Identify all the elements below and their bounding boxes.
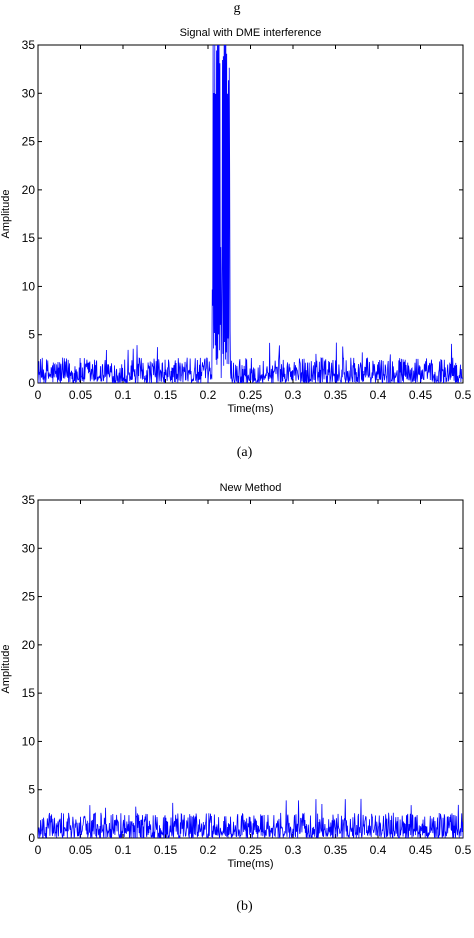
y-tick-label: 5 (28, 783, 35, 797)
x-tick-label: 0.2 (200, 388, 217, 402)
plot-area (37, 44, 464, 384)
x-tick-label: 0 (35, 843, 42, 857)
x-axis-label: Time(ms) (227, 403, 273, 415)
y-tick-label: 25 (22, 590, 36, 604)
y-tick-label: 15 (22, 686, 36, 700)
signal-series-line (38, 798, 463, 838)
chart-panel-b: New Method 0 0.05 0.1 0.15 0.2 0.25 0.3 0.35 0.4 0… (0, 482, 472, 914)
x-tick-label: 0.35 (324, 843, 348, 857)
chart-title: Signal with DME interference (180, 27, 322, 39)
x-tick-label: 0.25 (239, 388, 263, 402)
x-tick-label: 0.5 (455, 843, 472, 857)
y-tick-label: 20 (22, 638, 36, 652)
x-tick-label: 0.45 (409, 388, 433, 402)
y-tick-label: 35 (22, 38, 36, 52)
y-tick-label: 5 (28, 328, 35, 342)
y-tick-label: 0 (28, 376, 35, 390)
y-axis-label: Amplitude (0, 190, 12, 239)
panel-caption: (a) (237, 445, 253, 460)
x-tick-label: 0.05 (69, 388, 93, 402)
x-tick-label: 0.35 (324, 388, 348, 402)
x-tick-label: 0.15 (154, 388, 178, 402)
chart-title: New Method (220, 482, 282, 494)
y-tick-label: 25 (22, 135, 36, 149)
signal-series-line (38, 45, 463, 383)
panel-caption: (b) (236, 899, 253, 914)
x-axis-label: Time(ms) (227, 858, 273, 870)
x-tick-label: 0.1 (115, 843, 132, 857)
x-tick-label: 0.3 (285, 843, 302, 857)
x-tick-label: 0 (35, 388, 42, 402)
x-tick-label: 0.4 (370, 843, 387, 857)
x-tick-label: 0.05 (69, 843, 93, 857)
y-axis-label: Amplitude (0, 645, 12, 694)
y-tick-label: 10 (22, 734, 36, 748)
plot-area (37, 499, 464, 839)
x-tick-label: 0.25 (239, 843, 263, 857)
x-tick-label: 0.15 (154, 843, 178, 857)
chart-panel-a: Signal with DME interference 0 0.05 0.1 0.15… (0, 27, 472, 460)
x-tick-label: 0.1 (115, 388, 132, 402)
y-tick-label: 0 (28, 831, 35, 845)
y-tick-label: 20 (22, 183, 36, 197)
figure-top-fragment: g (234, 1, 241, 16)
x-tick-label: 0.2 (200, 843, 217, 857)
y-tick-label: 15 (22, 231, 36, 245)
y-tick-label: 10 (22, 279, 36, 293)
y-tick-label: 35 (22, 493, 36, 507)
x-tick-label: 0.4 (370, 388, 387, 402)
x-tick-label: 0.3 (285, 388, 302, 402)
y-tick-label: 30 (22, 541, 36, 555)
x-tick-label: 0.5 (455, 388, 472, 402)
x-tick-label: 0.45 (409, 843, 433, 857)
y-tick-label: 30 (22, 86, 36, 100)
